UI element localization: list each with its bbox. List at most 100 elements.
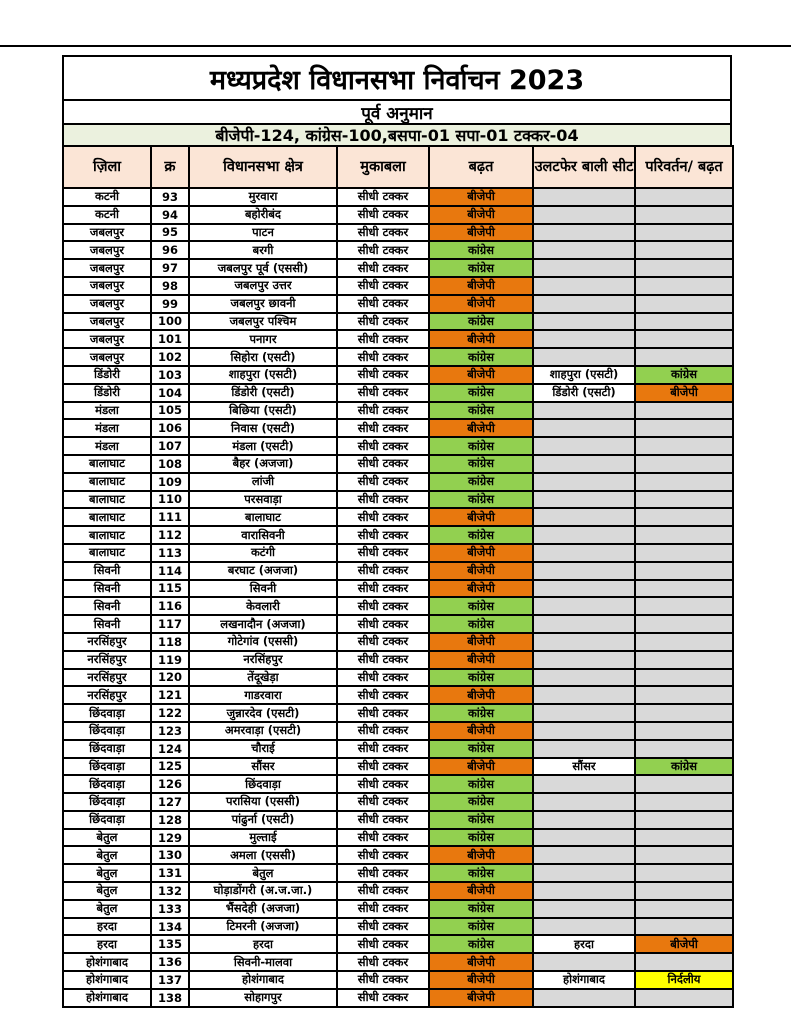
upset-seat-cell [532,578,636,599]
district-cell: बेतुल [62,863,152,884]
district-cell: नरसिंहपुर [62,649,152,670]
lead-party-cell: कांग्रेस [428,792,534,812]
district-cell: जबलपुर [62,222,152,243]
upset-seat-cell [532,507,636,528]
district-cell: हरदा [62,934,152,955]
district-cell: सिवनी [62,578,152,599]
contest-type-cell: सीधी टक्कर [336,649,430,670]
top-border-rule [0,45,791,47]
district-cell: जबलपुर [62,347,152,367]
lead-party-cell: कांग्रेस [428,614,534,634]
table-row: जबलपुर 100 जबलपुर पश्चिम सीधी टक्कर कांग… [62,311,734,332]
constituency-cell: केवलारी [188,596,338,617]
district-cell: बालाघाट [62,453,152,474]
change-party-cell [634,293,734,314]
change-party-cell [634,738,734,759]
serial-number-cell: 132 [150,881,190,901]
table-row: सिवनी 114 बरघाट (अजजा) सीधी टक्कर बीजेपी [62,560,734,581]
district-cell: छिंदवाड़ा [62,774,152,795]
upset-seat-cell [532,436,636,456]
contest-type-cell: सीधी टक्कर [336,204,430,225]
upset-seat-cell [532,400,636,421]
lead-party-cell: बीजेपी [428,507,534,528]
contest-type-cell: सीधी टक्कर [336,685,430,706]
upset-seat-cell [532,596,636,617]
lead-party-cell: बीजेपी [428,685,534,706]
constituency-cell: लखनादौन (अजजा) [188,614,338,634]
contest-type-cell: सीधी टक्कर [336,436,430,456]
upset-seat-cell [532,720,636,741]
lead-party-cell: बीजेपी [428,756,534,777]
constituency-cell: सिवनी [188,578,338,599]
upset-seat-cell [532,631,636,652]
change-party-cell [634,418,734,439]
constituency-cell: टिमरनी (अजजा) [188,916,338,937]
district-cell: जबलपुर [62,329,152,350]
district-cell: होशंगाबाद [62,970,152,990]
lead-party-cell: कांग्रेस [428,471,534,492]
contest-type-cell: सीधी टक्कर [336,756,430,777]
change-party-cell [634,578,734,599]
upset-seat-cell [532,489,636,510]
upset-seat-cell [532,649,636,670]
change-party-cell [634,542,734,563]
district-cell: नरसिंहपुर [62,631,152,652]
constituency-cell: चौराई [188,738,338,759]
table-row: बालाघाट 110 परसवाड़ा सीधी टक्कर कांग्रेस [62,489,734,510]
constituency-table: ज़िला क्र विधानसभा क्षेत्र मुकाबला बढ़त … [62,145,734,1008]
table-row: होशंगाबाद 138 सोहागपुर सीधी टक्कर बीजेपी [62,987,734,1008]
upset-seat-cell [532,792,636,812]
contest-type-cell: सीधी टक्कर [336,418,430,439]
district-cell: छिंदवाड़ा [62,703,152,723]
contest-type-cell: सीधी टक्कर [336,596,430,617]
contest-type-cell: सीधी टक्कर [336,720,430,741]
change-party-cell [634,560,734,581]
serial-number-cell: 134 [150,916,190,937]
contest-type-cell: सीधी टक्कर [336,863,430,884]
district-cell: बेतुल [62,845,152,866]
constituency-cell: जबलपुर पूर्व (एससी) [188,258,338,278]
district-cell: डिंडोरी [62,382,152,403]
table-row: डिंडोरी 103 शाहपुरा (एसटी) सीधी टक्कर बी… [62,364,734,385]
district-cell: बालाघाट [62,489,152,510]
change-party-cell [634,827,734,848]
change-party-cell [634,275,734,296]
contest-type-cell: सीधी टक्कर [336,845,430,866]
table-row: नरसिंहपुर 118 गोटेगांव (एससी) सीधी टक्कर… [62,631,734,652]
change-party-cell [634,863,734,884]
change-party-cell [634,720,734,741]
change-party-cell [634,649,734,670]
constituency-cell: जबलपुर छावनी [188,293,338,314]
contest-type-cell: सीधी टक्कर [336,738,430,759]
table-row: जबलपुर 95 पाटन सीधी टक्कर बीजेपी [62,222,734,243]
lead-party-cell: बीजेपी [428,578,534,599]
contest-type-cell: सीधी टक्कर [336,400,430,421]
serial-number-cell: 137 [150,970,190,990]
constituency-cell: पनागर [188,329,338,350]
table-row: बालाघाट 113 कटंगी सीधी टक्कर बीजेपी [62,542,734,563]
contest-type-cell: सीधी टक्कर [336,809,430,830]
constituency-cell: होशंगाबाद [188,970,338,990]
constituency-cell: जबलपुर उत्तर [188,275,338,296]
district-cell: जबलपुर [62,275,152,296]
contest-type-cell: सीधी टक्कर [336,382,430,403]
table-row: बेतुल 131 बेतुल सीधी टक्कर कांग्रेस [62,863,734,884]
contest-type-cell: सीधी टक्कर [336,258,430,278]
lead-party-cell: बीजेपी [428,275,534,296]
table-row: बालाघाट 109 लांजी सीधी टक्कर कांग्रेस [62,471,734,492]
constituency-cell: अमरवाड़ा (एसटी) [188,720,338,741]
district-cell: मंडला [62,400,152,421]
table-row: नरसिंहपुर 121 गाडरवारा सीधी टक्कर बीजेपी [62,685,734,706]
upset-seat-cell [532,614,636,634]
district-cell: कटनी [62,204,152,225]
constituency-cell: निवास (एसटी) [188,418,338,439]
lead-party-cell: बीजेपी [428,222,534,243]
change-party-cell: कांग्रेस [634,756,734,777]
upset-seat-cell [532,916,636,937]
table-row: बालाघाट 111 बालाघाट सीधी टक्कर बीजेपी [62,507,734,528]
lead-party-cell: कांग्रेस [428,774,534,795]
constituency-cell: बालाघाट [188,507,338,528]
table-row: जबलपुर 99 जबलपुर छावनी सीधी टक्कर बीजेपी [62,293,734,314]
table-row: मंडला 105 बिछिया (एसटी) सीधी टक्कर कांग्… [62,400,734,421]
serial-number-cell: 94 [150,204,190,225]
